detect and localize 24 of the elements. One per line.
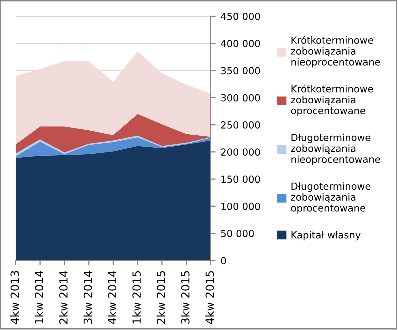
y-tick-label: 0: [221, 257, 226, 265]
y-tick-label: 350 000: [221, 67, 260, 75]
x-tick-label: 2kw 2014: [59, 271, 68, 324]
legend-label: Krótkoterminowe zobowiązania nieoprocentowane: [291, 36, 380, 68]
legend-label: Długoterminowe zobowiązania oprocentowane: [291, 182, 371, 214]
x-tick-label: 2kw 2015: [156, 271, 166, 324]
y-tick-label: 250 000: [221, 122, 260, 129]
y-tick-label: 100 000: [222, 202, 260, 210]
y-tick-label: 450 000: [221, 12, 260, 20]
x-tick-label: 4kw 2013: [10, 271, 20, 324]
x-tick-label: 4kw 2015: [206, 271, 214, 324]
y-tick-label: 200 000: [221, 148, 260, 156]
y-tick-label: 150 000: [222, 176, 260, 184]
x-tick-label: 1kw 2015: [132, 271, 142, 324]
y-tick-label: 400 000: [221, 40, 260, 48]
y-tick-label: 50 000: [221, 230, 254, 238]
legend-label: Długoterminowe zobowiązania nieoprocentowane: [291, 134, 380, 166]
legend-label: Kapitał własny: [292, 231, 361, 241]
legend-label: Krótkoterminowe zobowiązania oprocentowane: [291, 84, 374, 116]
x-tick-label: 4kw 2014: [108, 271, 117, 324]
x-tick-label: 1kw 2014: [34, 271, 44, 324]
x-tick-label: 3kw 2015: [181, 271, 190, 324]
x-tick-label: 3kw 2014: [84, 271, 92, 324]
y-tick-label: 300 000: [221, 94, 260, 102]
